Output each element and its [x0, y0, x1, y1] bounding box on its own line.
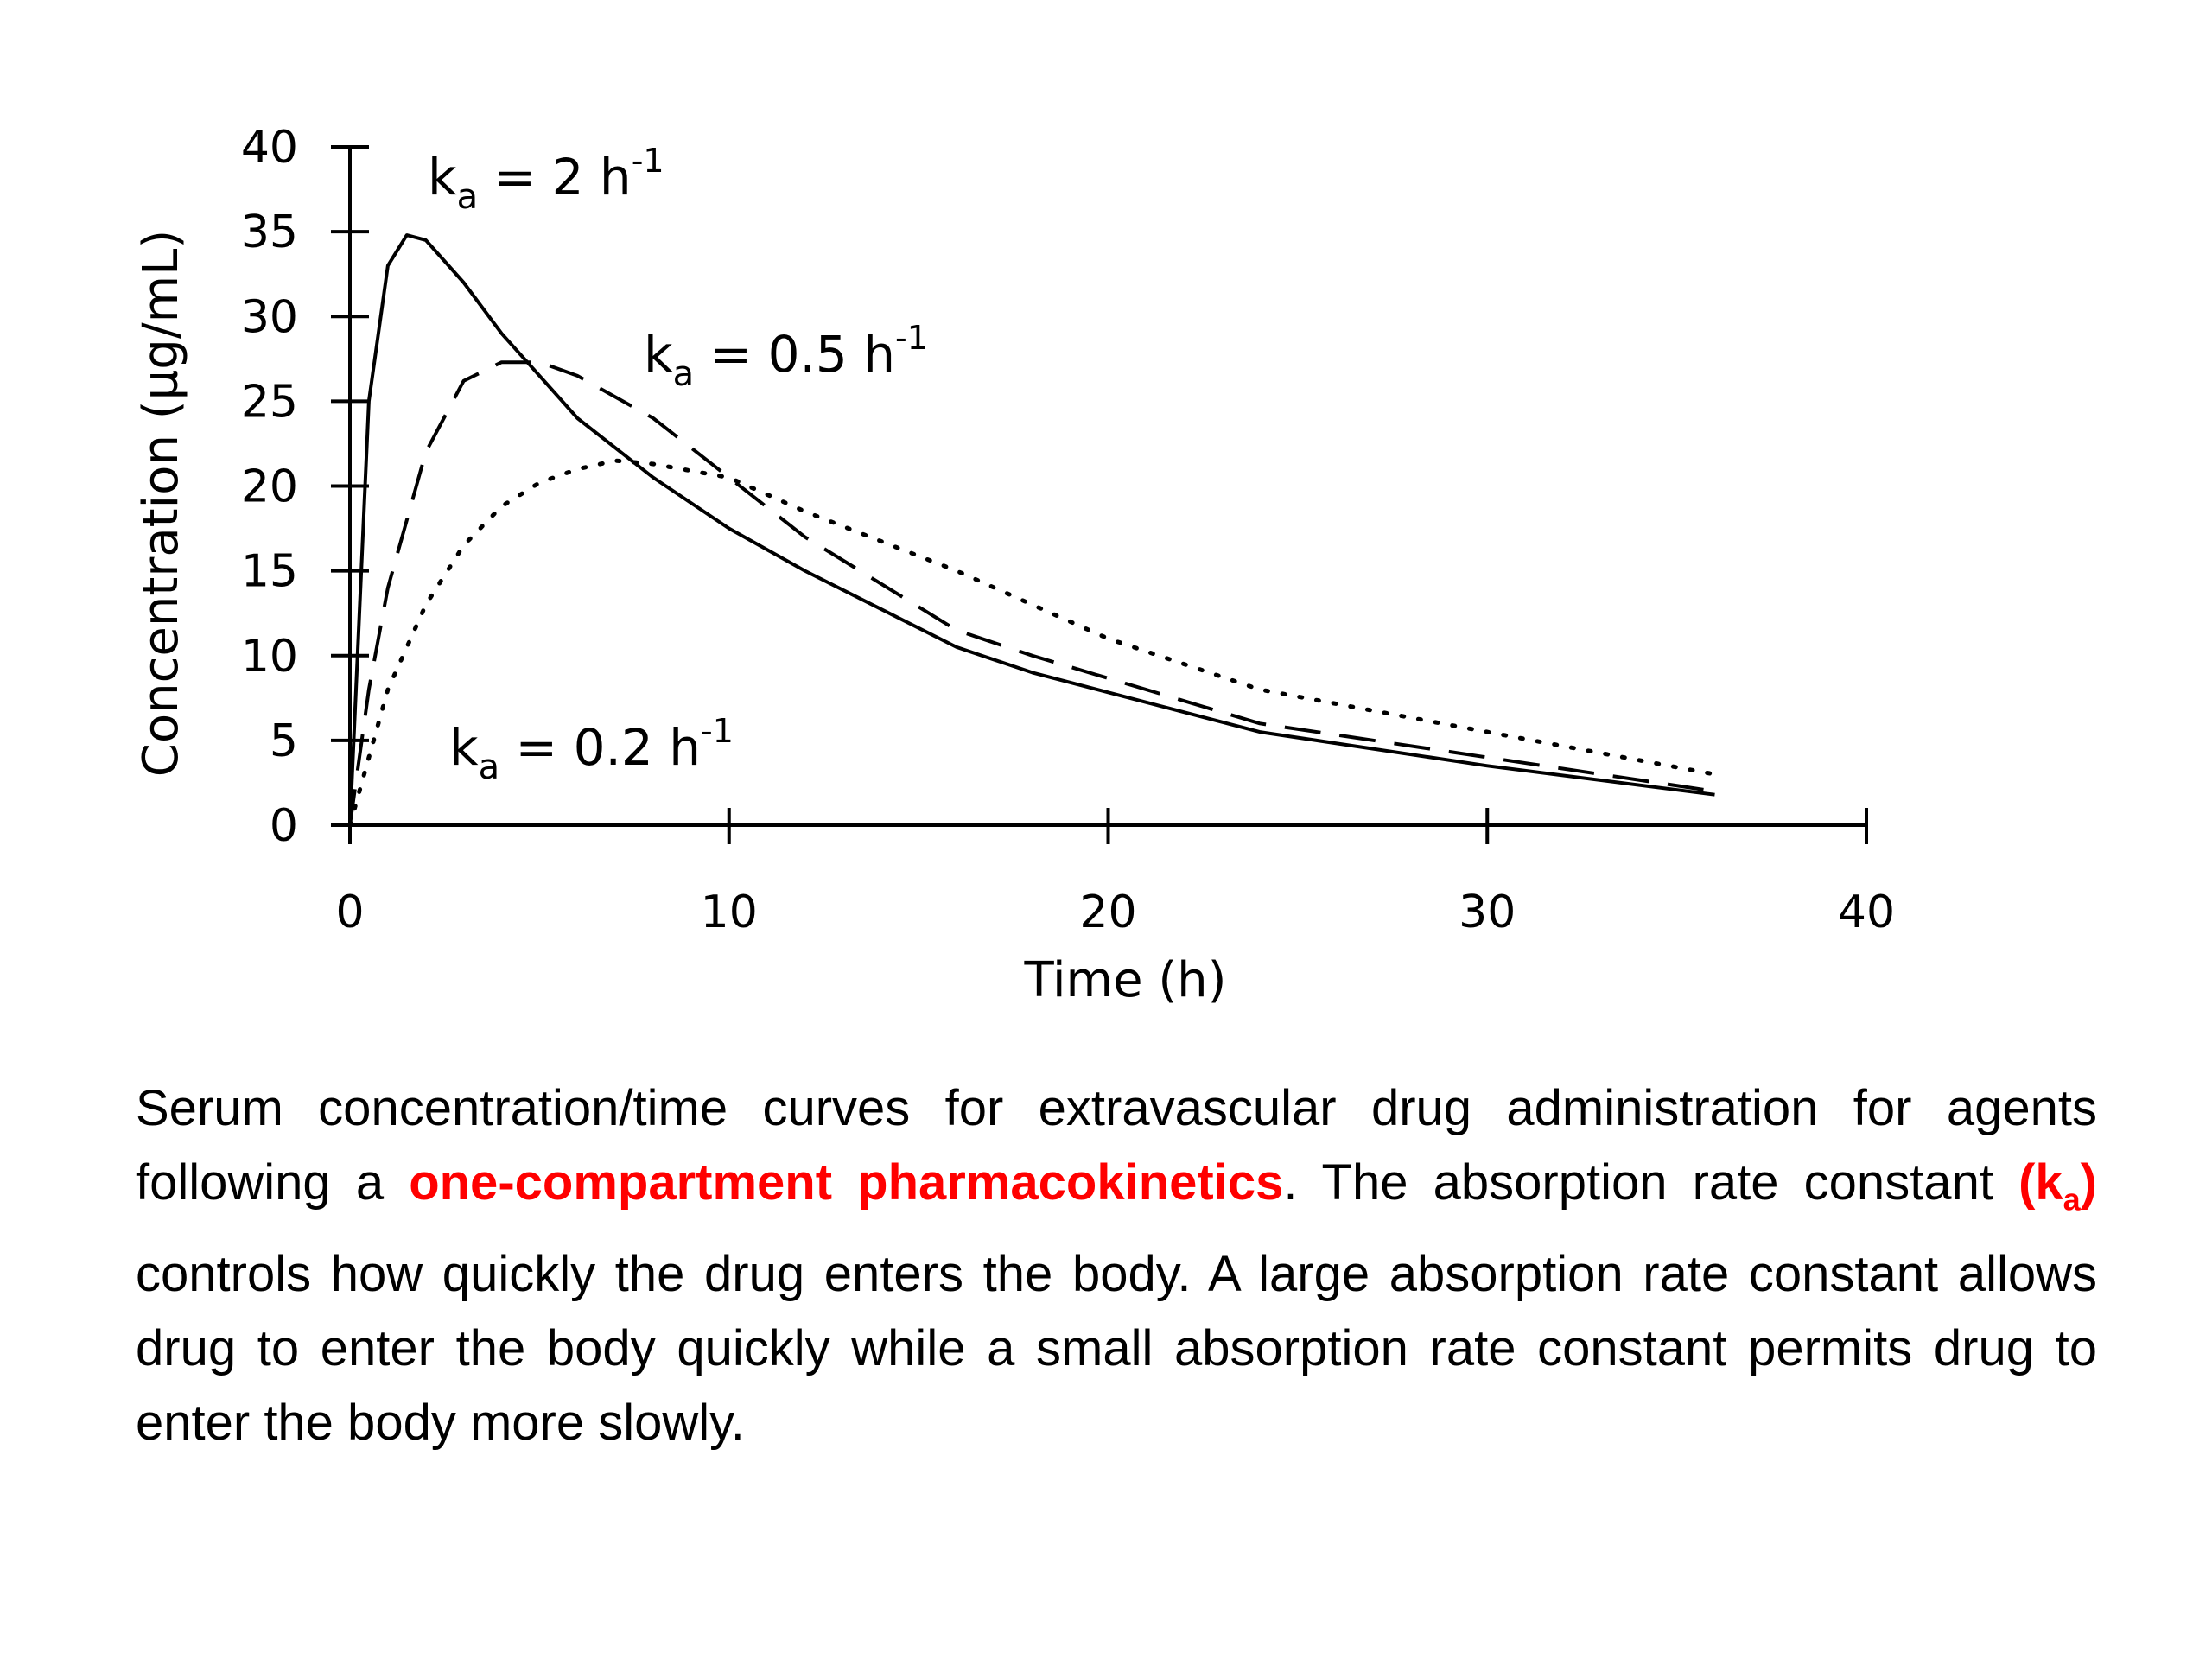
- series-line-solid: [348, 233, 1715, 826]
- series-layer: [347, 233, 1717, 828]
- annotations: ka = 2 h-1 ka = 0.5 h-1 ka = 0.2 h-1: [428, 142, 928, 787]
- caption-highlight-one-compartment: one-compartment pharmacokinetics: [409, 1154, 1284, 1211]
- concentration-time-chart: 0 5 10 15 20 25 30 35 40 0 10 20 30 40 Time (h) Concent…: [133, 122, 1895, 1008]
- caption-highlight-ka: (ka): [2018, 1154, 2097, 1217]
- x-tick-label: 10: [701, 887, 758, 938]
- y-tick-label: 15: [241, 546, 298, 598]
- ka-open: (k: [2018, 1154, 2063, 1211]
- series-line-dashed: [348, 360, 1715, 826]
- y-tick-label: 30: [241, 291, 298, 343]
- y-tick-label: 10: [241, 631, 298, 683]
- x-tick-label: 0: [335, 887, 364, 938]
- caption: Serum concentration/time curves for extr…: [136, 1071, 2097, 1460]
- ka-annotation: ka = 2 h-1: [428, 142, 664, 217]
- x-tick-label: 20: [1079, 887, 1136, 938]
- ka-subscript: a: [2063, 1181, 2081, 1217]
- y-axis-title: Concentration (µg/mL): [133, 230, 189, 777]
- caption-text-2: . The absorption rate constant: [1283, 1154, 2019, 1211]
- series-line-dotted: [347, 458, 1717, 828]
- x-tick-label: 30: [1459, 887, 1516, 938]
- ka-annotation: ka = 0.2 h-1: [449, 712, 734, 787]
- x-tick-label: 40: [1838, 887, 1895, 938]
- caption-text-3: controls how quickly the drug enters the…: [136, 1245, 2097, 1451]
- caption-text-1: Serum concentration/time curves for extr…: [136, 1080, 2097, 1211]
- y-tick-label: 20: [241, 461, 298, 513]
- ka-annotation: ka = 0.5 h-1: [644, 319, 928, 394]
- x-axis-title: Time (h): [1023, 952, 1226, 1008]
- axes: 0 5 10 15 20 25 30 35 40 0 10 20 30 40 Time (h) Concent…: [133, 122, 1895, 1008]
- y-tick-label: 25: [241, 376, 298, 428]
- y-tick-label: 5: [270, 715, 298, 767]
- y-tick-label: 0: [270, 800, 298, 852]
- y-tick-label: 40: [241, 122, 298, 174]
- ka-close: ): [2080, 1154, 2097, 1211]
- y-tick-label: 35: [241, 207, 298, 258]
